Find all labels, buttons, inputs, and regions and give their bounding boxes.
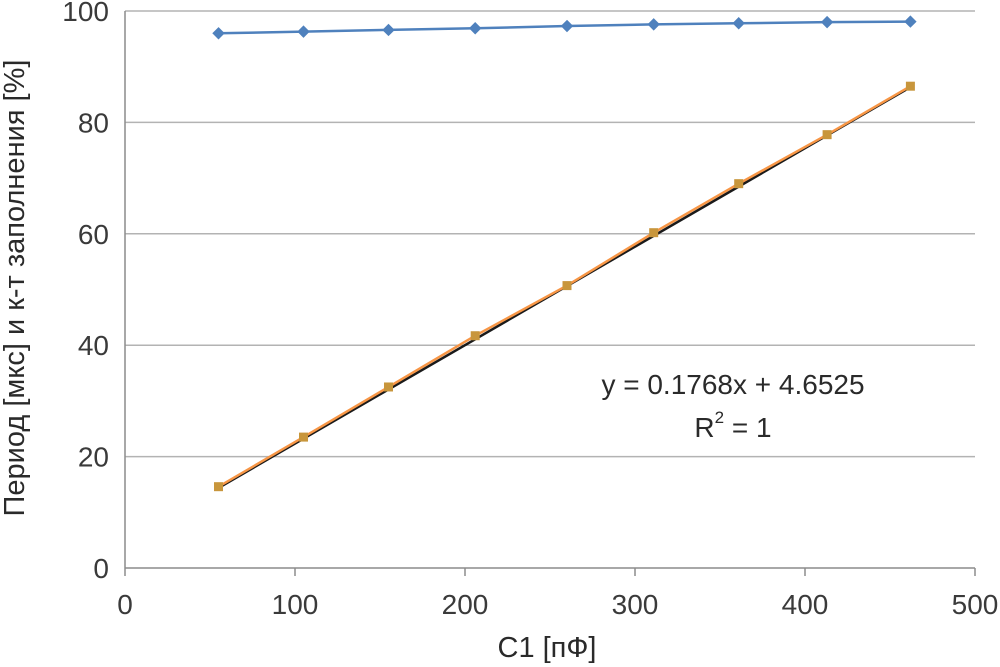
square-point [905,81,915,91]
diamond-point [647,18,660,31]
x-tick-label: 300 [612,589,659,620]
square-point [299,432,308,442]
x-tick-label: 400 [782,589,829,620]
trend-equation: y = 0.1768x + 4.6525 [601,369,864,400]
r-squared: R2 = 1 [694,408,771,443]
r-squared-symbol: R [694,412,714,443]
diamond-point [297,25,310,38]
y-tick-label: 100 [62,0,109,27]
diamond-point [468,22,482,35]
y-tick-label: 60 [78,219,109,250]
x-tick-label: 500 [952,589,999,620]
square-point [384,382,393,392]
square-point [649,228,659,238]
diamond-point [732,17,745,30]
square-point [734,179,744,189]
x-tick-label: 0 [117,589,133,620]
y-tick-label: 80 [78,107,109,138]
tick-labels: 0 20 40 60 80 100 0 100 200 300 400 500 [62,0,998,620]
diamond-point [212,27,225,40]
x-axis-title: C1 [пФ] [498,632,597,664]
y-tick-label: 40 [78,330,109,361]
diamond-point [904,15,917,28]
grid [125,10,975,458]
r-squared-value: = 1 [724,412,771,443]
series-layer [212,15,917,492]
x-tick-label: 100 [272,589,319,620]
y-tick-label: 20 [78,442,109,473]
square-point [562,281,572,291]
x-tick-label: 200 [442,589,489,620]
r-squared-exponent: 2 [715,408,724,427]
y-axis-title: Период [мкс] и к-т заполнения [%] [0,60,31,517]
diamond-point [560,19,574,33]
square-point [214,482,223,492]
square-point [470,331,480,341]
axes [124,11,976,576]
diamond-point [820,15,834,29]
diamond-point [382,23,395,37]
square-point [822,130,832,140]
y-tick-label: 0 [93,553,109,584]
